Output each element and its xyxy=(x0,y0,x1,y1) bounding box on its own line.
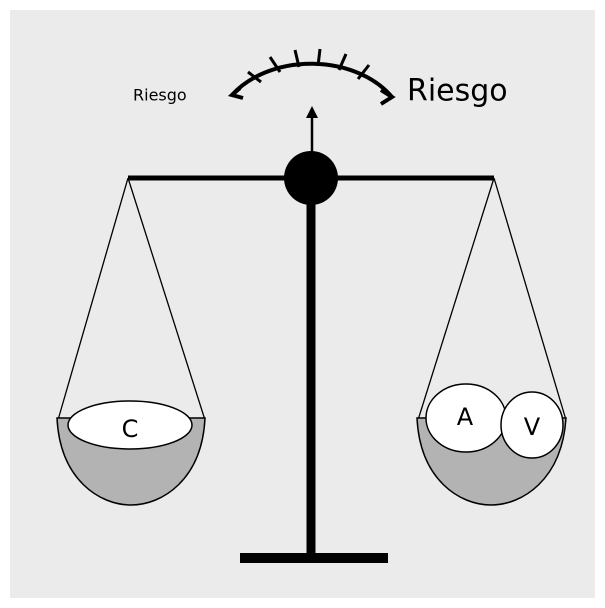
diagram: Riesgo Riesgo C A V xyxy=(0,0,605,608)
gauge-right-label: Riesgo xyxy=(407,74,508,109)
item-label: V xyxy=(524,413,541,441)
item-label: A xyxy=(457,403,474,431)
item-label: C xyxy=(122,415,139,443)
gauge-left-label: Riesgo xyxy=(133,86,187,105)
pivot xyxy=(284,151,338,205)
